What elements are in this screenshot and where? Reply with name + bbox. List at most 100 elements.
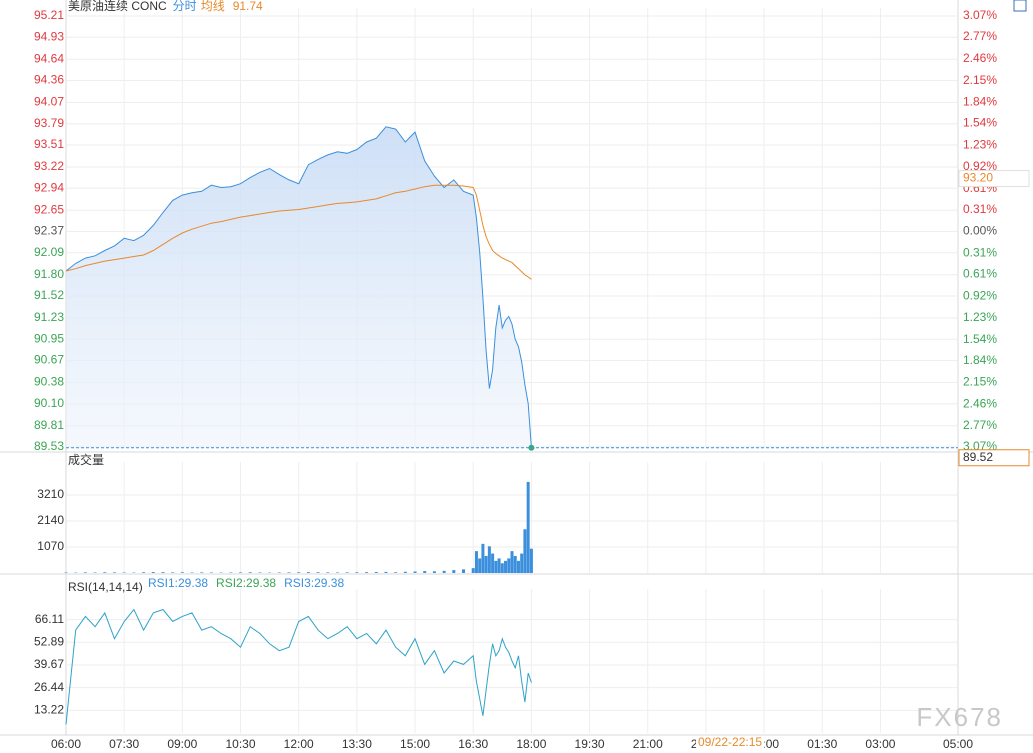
marker-label: 89.52: [963, 450, 993, 464]
y2-tick-label: 0.61%: [963, 266, 997, 280]
legend-label: 分时: [173, 0, 197, 13]
volume-bar: [497, 558, 501, 573]
panel-title: 成交量: [68, 452, 104, 467]
price-area: [66, 126, 532, 448]
symbol: 美原油连续 CONC: [68, 0, 167, 13]
y-tick-label: 90.10: [34, 396, 64, 410]
x-tick-label: 21:00: [633, 737, 663, 751]
y-tick-label: 92.09: [34, 245, 64, 259]
volume-bar: [161, 572, 165, 573]
volume-bar: [516, 560, 520, 573]
y-tick-label: 89.81: [34, 418, 64, 432]
y-tick-label: 26.44: [34, 680, 64, 694]
volume-bar: [180, 572, 184, 573]
volume-bar: [529, 548, 533, 573]
x-tick-label: 13:30: [342, 737, 372, 751]
y2-tick-label: 1.84%: [963, 353, 997, 367]
y2-tick-label: 2.77%: [963, 418, 997, 432]
y-tick-label: 52.89: [34, 634, 64, 648]
volume-bar: [287, 572, 291, 573]
volume-bar: [413, 571, 417, 573]
y-tick-label: 91.52: [34, 288, 64, 302]
volume-bar: [471, 568, 475, 573]
volume-bar: [474, 551, 478, 573]
panel-title: RSI(14,14,14): [68, 580, 143, 594]
x-tick-label: 19:30: [575, 737, 605, 751]
avg-value: 91.74: [233, 0, 263, 13]
volume-bar: [403, 571, 407, 573]
y-tick-label: 93.79: [34, 116, 64, 130]
y-tick-label: 91.80: [34, 267, 64, 281]
volume-bar: [83, 572, 87, 573]
y2-tick-label: 3.07%: [963, 8, 997, 22]
volume-bar: [507, 558, 511, 573]
y-tick-label: 89.53: [34, 439, 64, 453]
x-tick-label: 12:00: [284, 737, 314, 751]
y2-tick-label: 0.00%: [963, 224, 997, 238]
y2-tick-label: 1.23%: [963, 137, 997, 151]
volume-bar: [494, 560, 498, 573]
x-tick-label: 09:00: [167, 737, 197, 751]
volume-bar: [297, 572, 301, 573]
y-tick-label: 66.11: [35, 612, 64, 626]
marker-box: [958, 449, 1030, 467]
volume-bar: [487, 546, 491, 573]
y-tick-label: 90.67: [34, 353, 64, 367]
y-tick-label: 94.07: [34, 95, 64, 109]
volume-bar: [510, 551, 514, 573]
y-tick-label: 90.38: [34, 375, 64, 389]
y2-tick-label: 0.92%: [963, 159, 997, 173]
y-tick-label: 92.37: [34, 224, 64, 238]
indicator-label: RSI2:29.38: [216, 576, 276, 590]
y-tick-label: 94.36: [34, 73, 64, 87]
y2-tick-label: 2.15%: [963, 375, 997, 389]
x-tick-label: 18:00: [516, 737, 546, 751]
indicator-label: RSI3:29.38: [284, 576, 344, 590]
volume-bar: [248, 572, 252, 573]
y-tick-label: 39.67: [34, 657, 64, 671]
x-tick-label: 01:30: [807, 737, 837, 751]
volume-bar: [142, 572, 146, 573]
volume-bar: [423, 571, 427, 573]
volume-bar: [394, 572, 398, 573]
y-tick-label: 2140: [37, 513, 64, 527]
volume-bar: [442, 570, 446, 573]
y-tick-label: 94.93: [34, 29, 64, 43]
indicator-label: RSI1:29.38: [148, 576, 208, 590]
y-tick-label: 95.21: [34, 8, 64, 22]
volume-bar: [491, 553, 495, 573]
y-tick-label: 92.94: [34, 180, 64, 194]
y2-tick-label: 1.84%: [963, 95, 997, 109]
x-tick-label: 06:00: [51, 737, 81, 751]
volume-bar: [316, 572, 320, 573]
y-tick-label: 93.51: [34, 137, 64, 151]
series-line: [65, 126, 532, 448]
y2-tick-label: 2.46%: [963, 51, 997, 65]
y2-tick-label: 1.23%: [963, 310, 997, 324]
y2-tick-label: 2.15%: [963, 73, 997, 87]
volume-bar: [504, 560, 508, 573]
volume-bar: [384, 571, 388, 573]
volume-bar: [355, 572, 359, 573]
y-tick-label: 93.22: [34, 159, 64, 173]
y-tick-label: 13.22: [34, 702, 64, 716]
volume-bar: [103, 572, 107, 573]
x-tick-label: 05:00: [943, 737, 973, 751]
volume-bar: [306, 572, 310, 573]
x-tick-label: 16:30: [458, 737, 488, 751]
x-tick-label: 07:30: [109, 737, 139, 751]
marker-label: 93.20: [963, 171, 993, 185]
volume-bar: [500, 563, 504, 573]
toolbar-icon[interactable]: [1013, 0, 1027, 12]
volume-bar: [374, 572, 378, 573]
volume-bar: [365, 572, 369, 573]
volume-bar: [484, 555, 488, 573]
volume-bar: [112, 572, 116, 573]
y-tick-label: 91.23: [34, 310, 64, 324]
volume-bar: [481, 543, 485, 573]
x-tick-label: 10:30: [226, 737, 256, 751]
volume-bar: [171, 572, 175, 573]
volume-bar: [513, 555, 517, 573]
y2-tick-label: 0.92%: [963, 288, 997, 302]
